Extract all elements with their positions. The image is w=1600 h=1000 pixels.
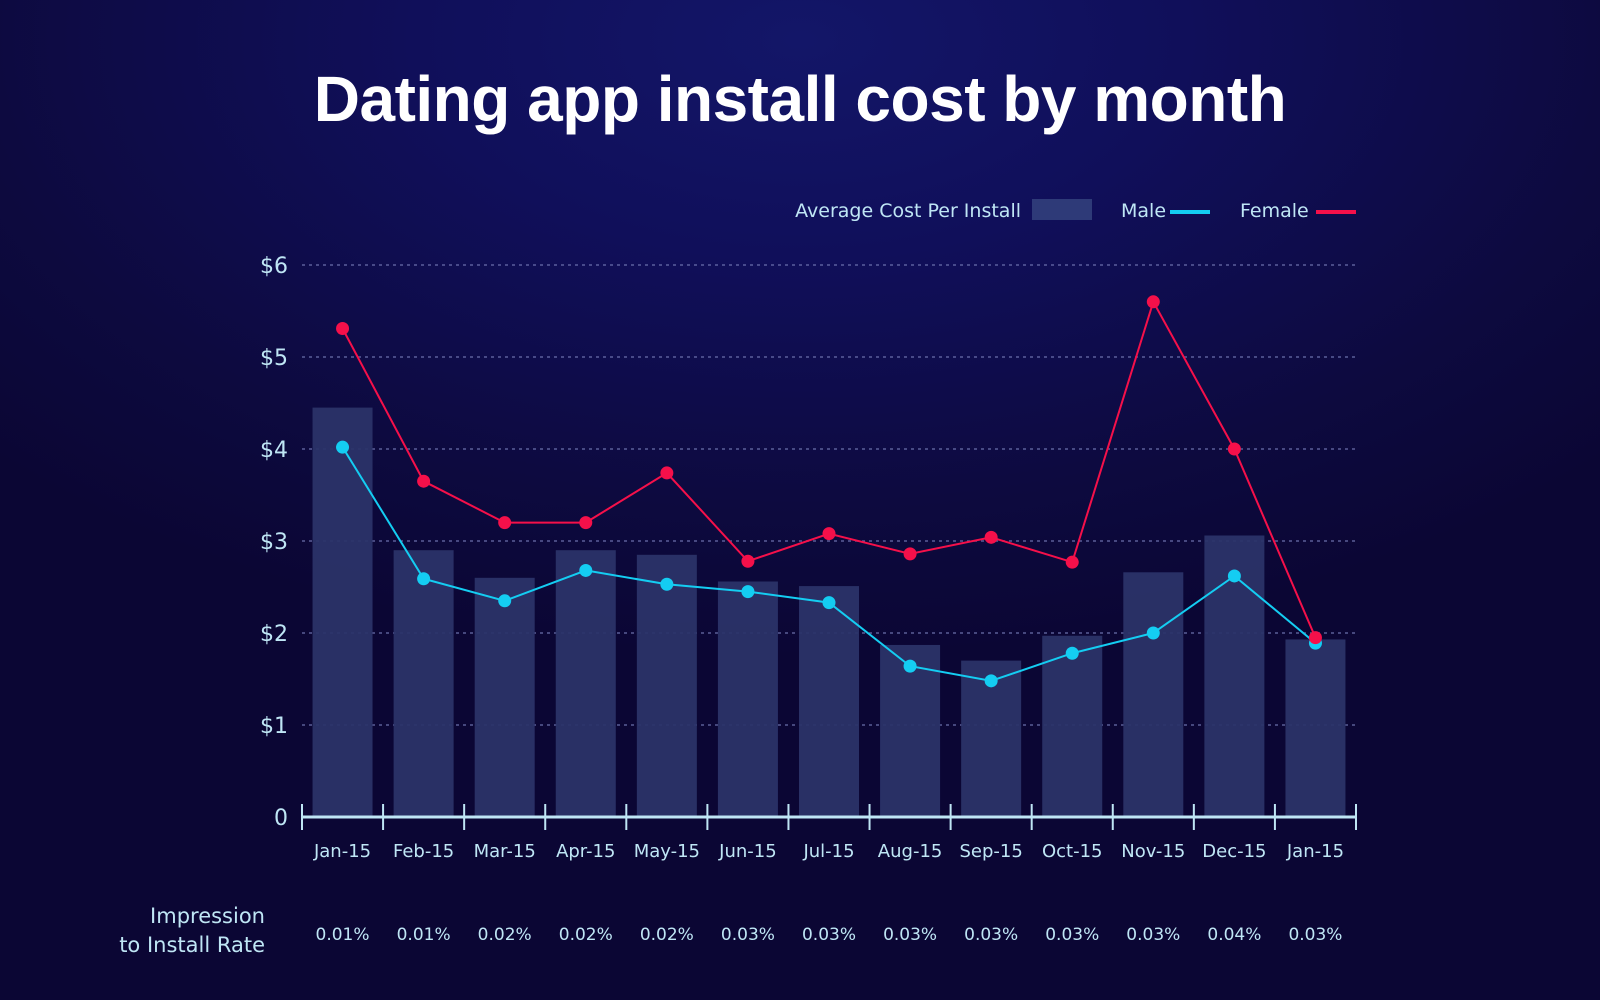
y-tick-label: $1	[260, 714, 288, 739]
point-male	[984, 674, 998, 688]
point-female	[660, 466, 674, 480]
legend-label-female: Female	[1240, 200, 1309, 222]
x-tick-label: Jan-15	[1286, 841, 1344, 862]
x-tick-label: Apr-15	[556, 841, 615, 862]
x-tick-label: Sep-15	[959, 841, 1022, 862]
legend-swatch-average-cost	[1032, 199, 1092, 220]
point-female	[822, 527, 836, 541]
line-series	[336, 295, 1322, 688]
rate-row-label-line1: Impression	[150, 904, 265, 928]
y-tick-label: $5	[260, 346, 288, 371]
point-male	[498, 594, 512, 608]
x-tick-label: Mar-15	[474, 841, 536, 862]
y-tick-label: $2	[260, 622, 288, 647]
bar	[312, 407, 373, 817]
bar	[880, 644, 941, 817]
rate-value: 0.04%	[1207, 925, 1261, 945]
point-male	[417, 572, 431, 586]
x-tick-label: Dec-15	[1202, 841, 1266, 862]
bar	[1285, 639, 1346, 817]
rate-value: 0.03%	[721, 925, 775, 945]
bar	[474, 577, 535, 817]
point-male	[660, 577, 674, 591]
x-axis	[301, 804, 1357, 830]
point-male	[336, 440, 350, 454]
rate-row-label-line2: to Install Rate	[119, 933, 265, 957]
legend-label-male: Male	[1121, 200, 1166, 222]
point-male	[822, 596, 836, 610]
y-axis-tick-labels: 0 $1 $2 $3 $4 $5 $6	[260, 254, 288, 831]
x-tick-label: Jul-15	[802, 841, 854, 862]
bar-series	[312, 407, 1346, 817]
bar	[799, 586, 859, 817]
rate-value: 0.03%	[802, 925, 856, 945]
rate-value: 0.02%	[640, 925, 694, 945]
rate-value: 0.03%	[1126, 925, 1180, 945]
point-female	[741, 554, 755, 568]
bar	[555, 550, 616, 817]
rate-value: 0.03%	[964, 925, 1018, 945]
rate-value: 0.03%	[1288, 925, 1342, 945]
point-male	[741, 585, 755, 599]
x-tick-label: Feb-15	[393, 841, 454, 862]
bar	[1042, 635, 1103, 817]
point-male	[1146, 626, 1160, 640]
legend-label-average-cost: Average Cost Per Install	[795, 200, 1021, 222]
y-tick-label: $6	[260, 254, 288, 279]
x-tick-label: Jan-15	[313, 841, 371, 862]
rate-value: 0.01%	[397, 925, 451, 945]
bar	[1123, 572, 1184, 817]
rate-value: 0.01%	[316, 925, 370, 945]
point-female	[579, 516, 593, 530]
rate-value: 0.03%	[883, 925, 937, 945]
point-female	[903, 547, 917, 561]
x-tick-label: Oct-15	[1042, 841, 1103, 862]
x-tick-label: Jun-15	[718, 841, 777, 862]
bar	[717, 581, 778, 817]
x-tick-label: May-15	[634, 841, 700, 862]
point-female	[984, 530, 998, 544]
rate-value: 0.02%	[559, 925, 613, 945]
x-axis-tick-labels: Jan-15 Feb-15 Mar-15 Apr-15 May-15 Jun-15 Jul-…	[313, 841, 1344, 862]
point-female	[1308, 631, 1322, 645]
rate-value: 0.03%	[1045, 925, 1099, 945]
bar	[636, 554, 697, 817]
rate-row: Impression to Install Rate 0.01% 0.01% 0.02%…	[119, 904, 1342, 957]
chart-title: Dating app install cost by month	[313, 63, 1287, 135]
y-tick-label: $3	[260, 530, 288, 555]
legend: Average Cost Per Install Male Female	[795, 199, 1356, 222]
point-female	[1146, 295, 1160, 309]
point-female	[1227, 442, 1241, 456]
point-male	[903, 659, 917, 673]
rate-value: 0.02%	[478, 925, 532, 945]
y-tick-label: $4	[260, 438, 288, 463]
point-male	[579, 563, 593, 577]
point-female	[1065, 555, 1079, 569]
point-female	[417, 474, 431, 488]
point-male	[1065, 646, 1079, 660]
y-tick-label: 0	[274, 806, 288, 831]
point-male	[1227, 569, 1241, 583]
point-female	[498, 516, 512, 530]
x-tick-label: Nov-15	[1121, 841, 1185, 862]
x-tick-label: Aug-15	[878, 841, 943, 862]
point-female	[336, 321, 350, 335]
bar	[393, 550, 454, 817]
